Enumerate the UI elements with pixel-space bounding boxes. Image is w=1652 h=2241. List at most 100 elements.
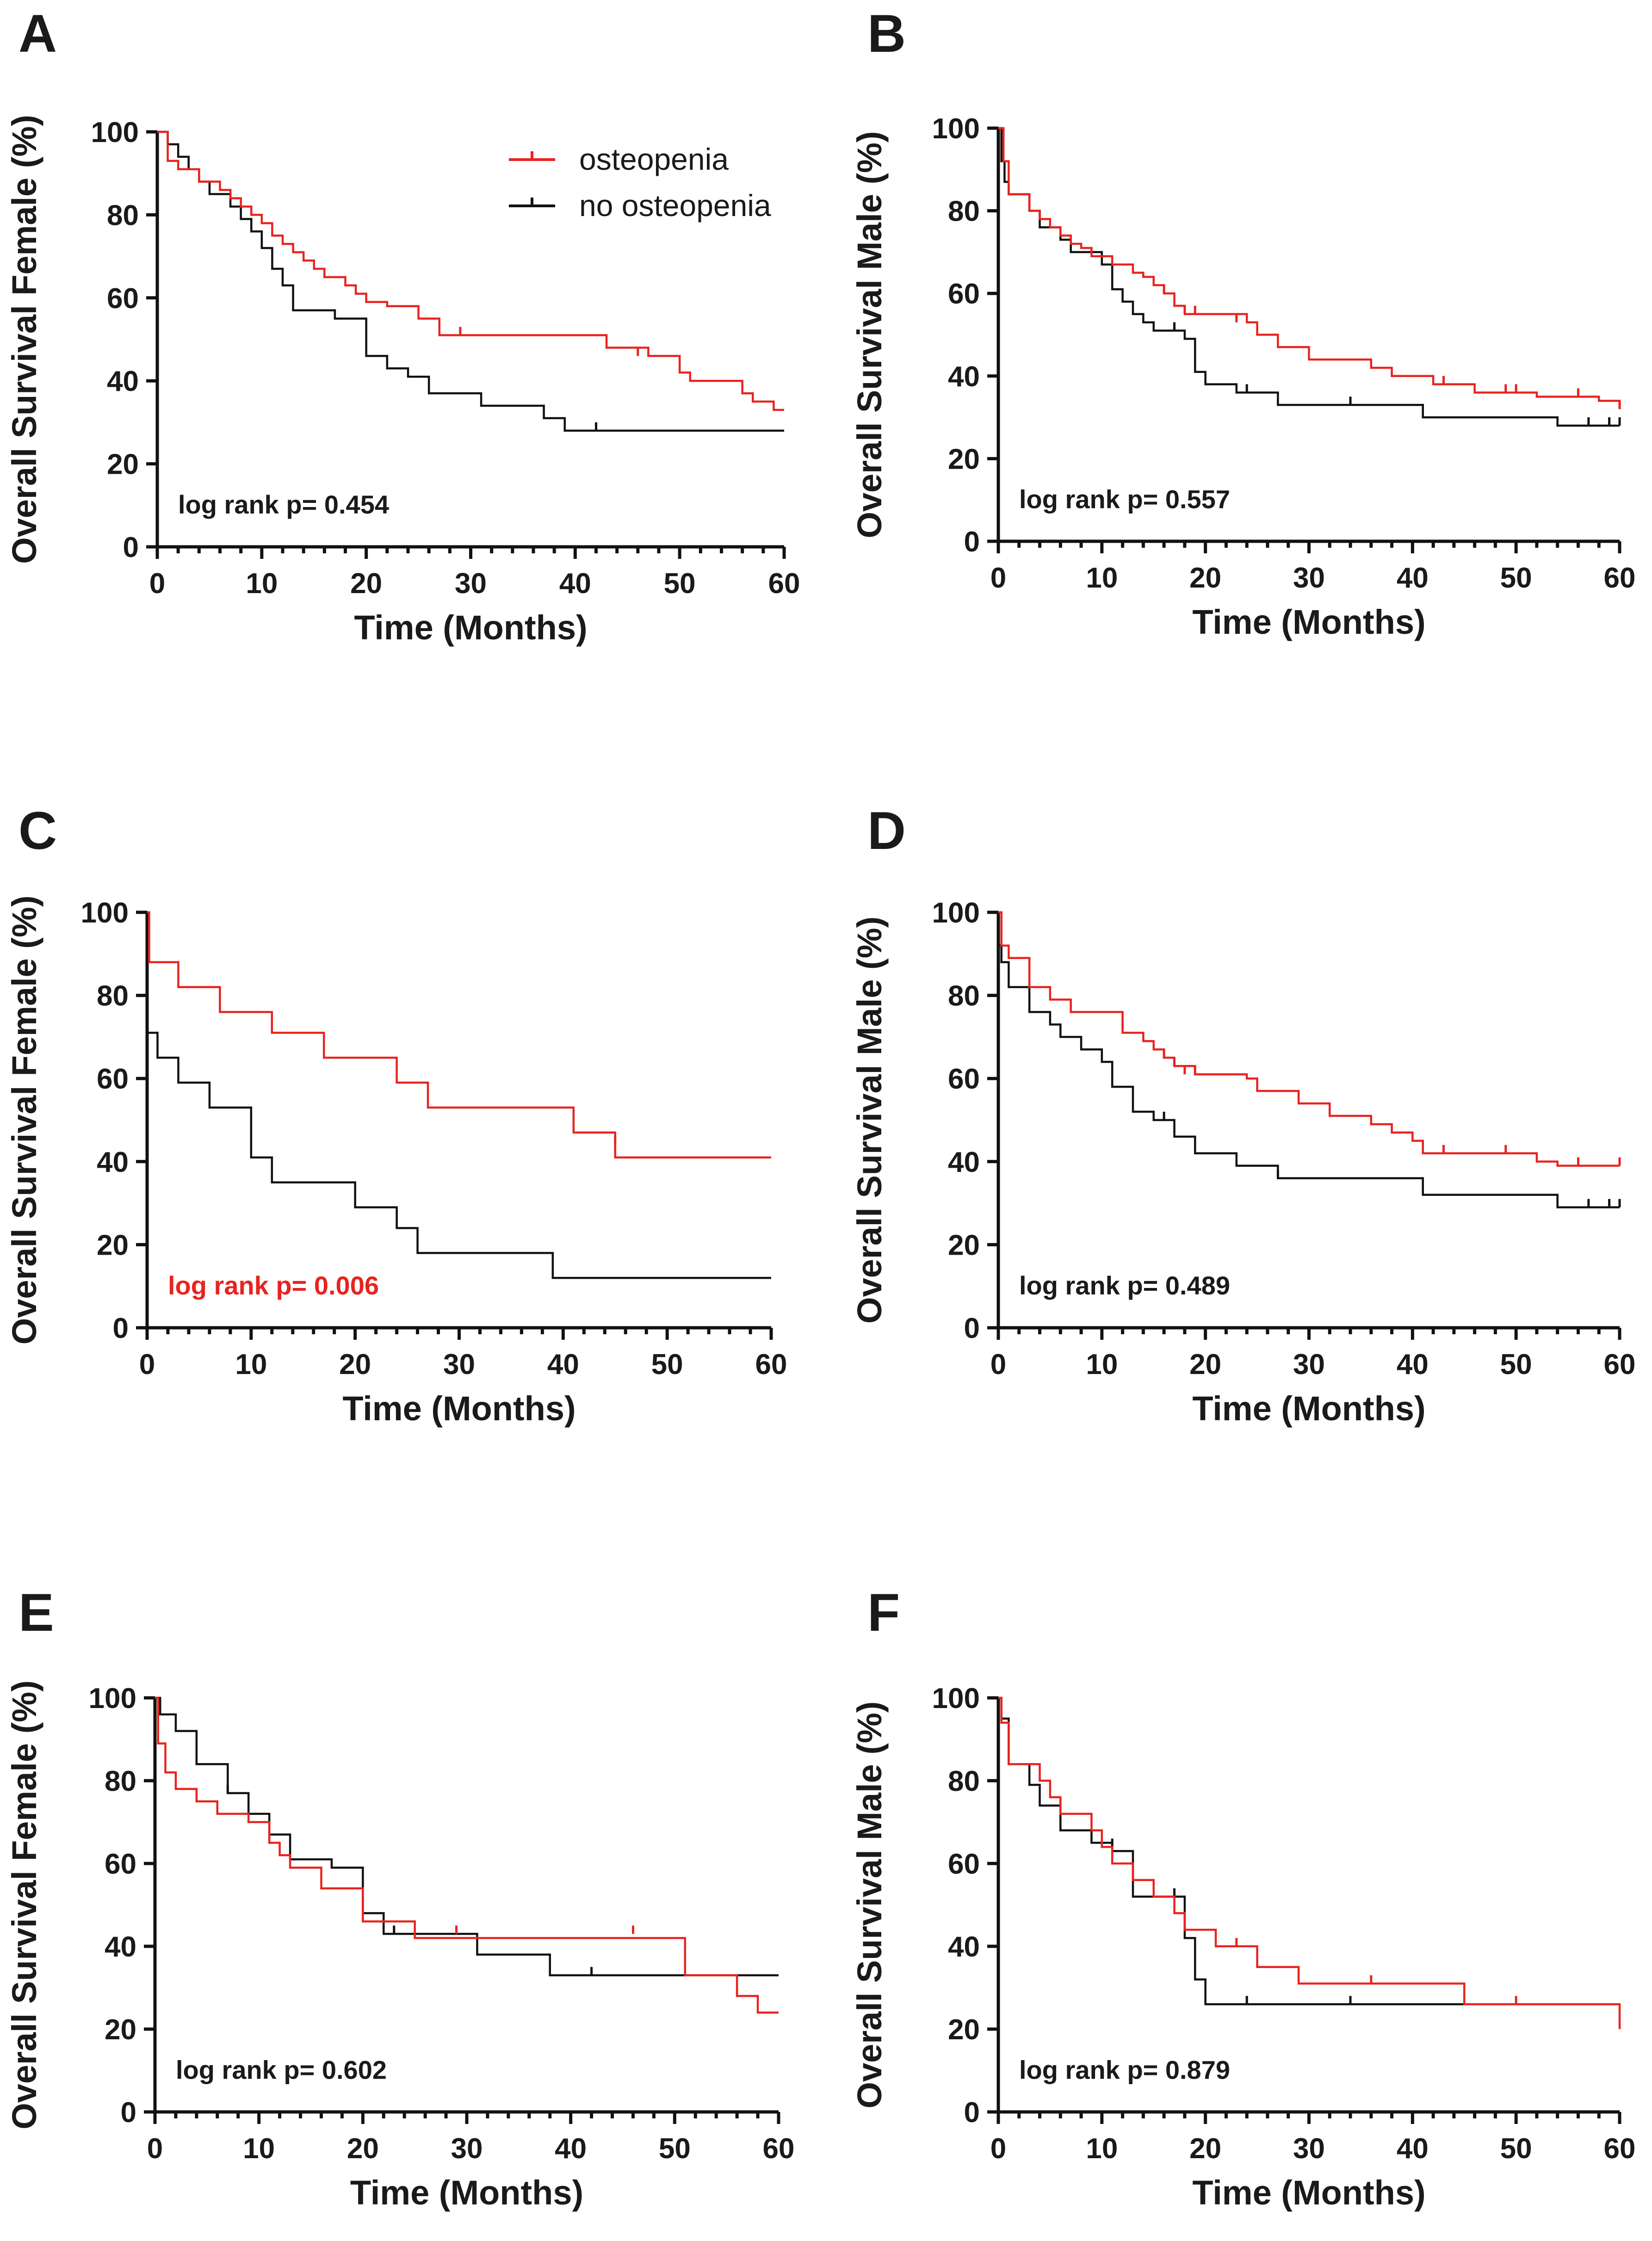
logrank-pvalue: log rank p= 0.006 (168, 1271, 379, 1300)
km-curve-no-osteopenia (157, 130, 784, 432)
panel-b: B 0 20 40 60 80 100 0 10 20 30 40 50 60 Time (Months) O… (850, 4, 1635, 641)
y-tick-label: 0 (121, 2097, 136, 2129)
y-tick-label: 80 (948, 196, 980, 228)
panel-d: D 0 20 40 60 80 100 0 10 20 30 40 50 60 Time (Months) O… (850, 801, 1635, 1428)
x-tick-label: 30 (1293, 562, 1325, 594)
y-tick-label: 40 (948, 1146, 980, 1178)
km-curve-osteopenia (157, 130, 784, 411)
panel-letter: A (19, 4, 57, 63)
legend-label-osteopenia: osteopenia (579, 142, 729, 176)
panel-letter: C (19, 801, 57, 860)
y-axis-title: Overall Survival Female (%) (5, 896, 43, 1345)
x-tick-label: 50 (651, 1349, 683, 1381)
x-axis-title: Time (Months) (1192, 1389, 1425, 1428)
km-curve-no-osteopenia (155, 1696, 779, 1976)
x-tick-label: 60 (763, 2133, 795, 2165)
panel-letter: B (867, 4, 906, 63)
x-tick-label: 10 (243, 2133, 275, 2165)
km-curve-osteopenia (998, 127, 1621, 409)
x-tick-label: 50 (1500, 562, 1532, 594)
x-tick-label: 40 (1397, 1349, 1429, 1381)
x-axis-title: Time (Months) (354, 608, 587, 647)
x-tick-label: 50 (664, 568, 696, 600)
x-tick-label: 40 (1397, 2133, 1429, 2165)
x-tick-label: 40 (555, 2133, 587, 2165)
y-tick-label: 0 (964, 2097, 980, 2129)
x-axis-title: Time (Months) (350, 2173, 583, 2212)
y-tick-label: 0 (123, 532, 139, 563)
panel-c: C 0 20 40 60 80 100 0 10 20 30 40 50 60 Time (Months) O… (5, 801, 787, 1428)
y-axis-title: Overall Survival Male (%) (850, 1701, 889, 2108)
km-curve-osteopenia (147, 911, 771, 1159)
x-tick-label: 20 (339, 1349, 371, 1381)
panel-e: E 0 20 40 60 80 100 0 10 20 30 40 50 60 Time (Months) O… (5, 1583, 794, 2212)
y-tick-label: 60 (107, 283, 139, 315)
panel-letter: E (19, 1583, 54, 1642)
x-tick-label: 60 (1604, 2133, 1636, 2165)
y-tick-label: 100 (932, 113, 980, 145)
logrank-pvalue: log rank p= 0.489 (1019, 1271, 1230, 1300)
y-tick-label: 0 (964, 1312, 980, 1344)
km-curve-no-osteopenia (998, 944, 1620, 1208)
y-tick-label: 40 (105, 1931, 136, 1963)
y-tick-label: 20 (107, 449, 139, 481)
x-tick-label: 60 (768, 568, 800, 600)
x-tick-label: 30 (443, 1349, 475, 1381)
x-tick-label: 0 (149, 568, 165, 600)
y-tick-label: 20 (948, 2014, 980, 2046)
legend: osteopenia no osteopenia (509, 142, 771, 223)
x-tick-label: 0 (990, 2133, 1006, 2165)
x-tick-label: 30 (1293, 2133, 1325, 2165)
x-tick-label: 40 (559, 568, 591, 600)
x-tick-label: 30 (455, 568, 487, 600)
km-curve-no-osteopenia (998, 1696, 1620, 2006)
x-tick-label: 30 (451, 2133, 483, 2165)
x-tick-label: 20 (1189, 2133, 1221, 2165)
x-tick-label: 20 (347, 2133, 379, 2165)
y-tick-label: 60 (97, 1063, 129, 1095)
km-curve-osteopenia (998, 911, 1620, 1167)
y-tick-label: 40 (948, 1931, 980, 1963)
x-tick-label: 60 (1604, 1349, 1636, 1381)
y-tick-label: 40 (97, 1146, 129, 1178)
y-tick-label: 100 (932, 897, 980, 929)
x-tick-label: 0 (990, 1349, 1006, 1381)
x-tick-label: 10 (1086, 2133, 1118, 2165)
x-tick-label: 20 (1189, 562, 1221, 594)
x-tick-label: 0 (147, 2133, 163, 2165)
y-tick-label: 100 (89, 1683, 136, 1715)
panel-letter: D (867, 801, 906, 860)
y-axis-title: Overall Survival Female (%) (5, 115, 43, 564)
y-tick-label: 40 (948, 361, 980, 393)
panel-f: F 0 20 40 60 80 100 0 10 20 30 40 50 60 Time (Months) O… (850, 1583, 1635, 2212)
x-tick-label: 20 (1189, 1349, 1221, 1381)
y-tick-label: 60 (948, 1848, 980, 1880)
y-tick-label: 100 (91, 117, 139, 149)
x-tick-label: 30 (1293, 1349, 1325, 1381)
y-tick-label: 0 (964, 526, 980, 558)
x-tick-label: 10 (246, 568, 278, 600)
x-axis-title: Time (Months) (1192, 603, 1425, 641)
x-axis-title: Time (Months) (1192, 2173, 1425, 2212)
x-tick-label: 10 (235, 1349, 267, 1381)
y-axis-title: Overall Survival Male (%) (850, 916, 889, 1324)
x-tick-label: 10 (1086, 562, 1118, 594)
x-tick-label: 20 (350, 568, 382, 600)
x-tick-label: 40 (1397, 562, 1429, 594)
x-tick-label: 0 (139, 1349, 155, 1381)
logrank-pvalue: log rank p= 0.454 (178, 490, 389, 519)
y-tick-label: 20 (948, 1229, 980, 1261)
legend-label-no-osteopenia: no osteopenia (579, 188, 771, 223)
y-tick-label: 40 (107, 365, 139, 397)
panel-a: A 0 20 40 60 80 100 0 10 20 30 40 50 60 Time (Months) O… (5, 4, 800, 647)
x-axis-title: Time (Months) (342, 1389, 575, 1428)
y-tick-label: 0 (113, 1312, 129, 1344)
y-tick-label: 20 (105, 2014, 136, 2046)
km-curve-osteopenia (998, 1696, 1621, 2029)
x-tick-label: 50 (1500, 2133, 1532, 2165)
logrank-pvalue: log rank p= 0.879 (1019, 2055, 1230, 2084)
x-tick-label: 60 (755, 1349, 787, 1381)
y-tick-label: 80 (948, 1765, 980, 1797)
y-tick-label: 80 (107, 199, 139, 231)
